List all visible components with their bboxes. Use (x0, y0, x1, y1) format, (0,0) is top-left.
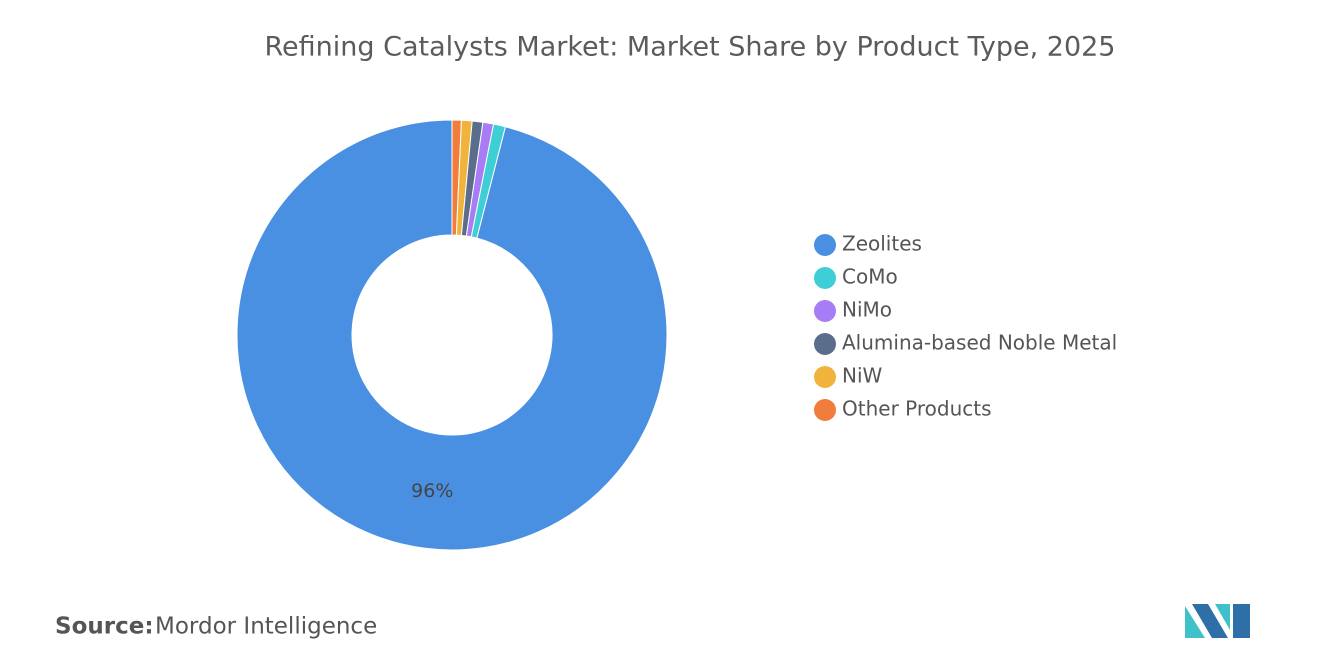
legend-swatch (814, 300, 836, 322)
logo (1185, 604, 1250, 638)
legend-label: Other Products (842, 397, 992, 421)
data-label: 96% (411, 480, 453, 502)
legend-swatch (814, 267, 836, 289)
legend-swatch (814, 234, 836, 256)
legend-swatch (814, 366, 836, 388)
legend-label: NiW (842, 364, 883, 388)
legend-label: CoMo (842, 265, 898, 289)
legend-label: Zeolites (842, 232, 922, 256)
source: Mordor Intelligence (155, 614, 377, 640)
slice (236, 119, 668, 551)
legend-swatch (814, 399, 836, 421)
legend-label: Alumina-based Noble Metal (842, 331, 1117, 355)
chart-title: Refining Catalysts Market: Market Share … (264, 32, 1115, 63)
legend-label: NiMo (842, 298, 892, 322)
legend-swatch (814, 333, 836, 355)
source-label: Source: (55, 614, 154, 640)
